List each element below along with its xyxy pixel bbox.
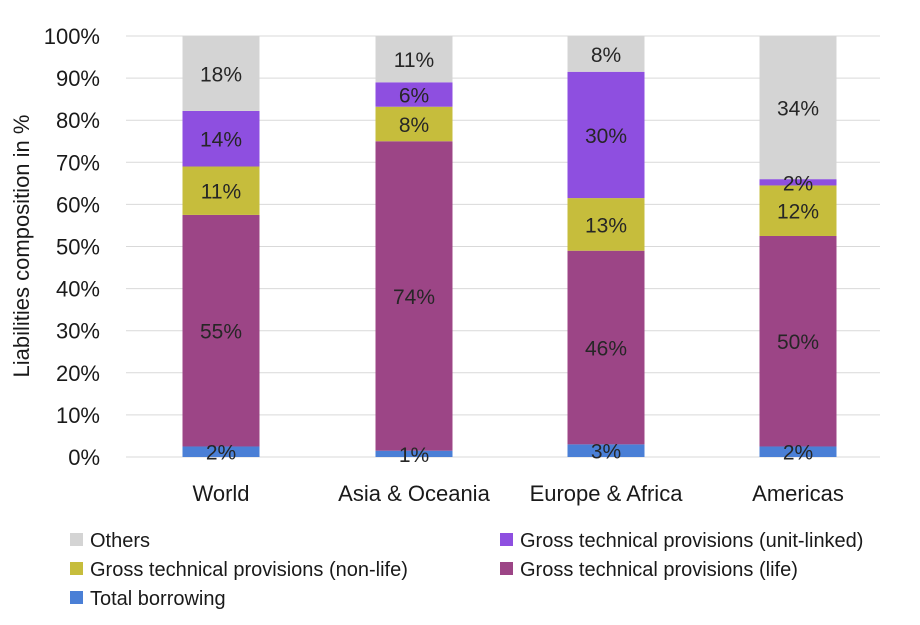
legend-swatch [500,562,513,575]
x-category-label: Americas [752,481,844,506]
legend-label: Gross technical provisions (unit-linked) [520,530,863,552]
y-axis-ticks: 0% 10% 20% 30% 40% 50% 60% 70% 80% 90% 100% [44,24,100,470]
data-label: 2% [783,442,813,465]
y-tick-label: 60% [56,192,100,217]
data-label: 46% [585,338,627,361]
segment-labels: 2% 55% 11% 14% 18% 1% 74% 8% 6% 11% 3% 46% 13% 30% 8% 2… [200,44,819,467]
y-tick-label: 70% [56,150,100,175]
bar-segment [375,106,453,142]
legend: Others Gross technical provisions (unit-l… [70,530,863,610]
y-tick-label: 10% [56,403,100,428]
data-label: 6% [399,85,429,108]
data-label: 8% [591,44,621,67]
data-label: 2% [206,442,236,465]
bar-segment [375,36,453,83]
data-label: 3% [591,441,621,464]
data-label: 11% [201,181,241,204]
bar-segment [759,446,837,457]
data-label: 8% [399,114,429,137]
data-label: 13% [585,214,627,237]
bar-segment [567,71,645,199]
bar-segment [759,185,837,236]
bar-segment [375,141,453,451]
y-axis-title: Liabilities composition in % [9,115,34,378]
data-label: 30% [585,125,627,148]
data-label: 2% [783,172,813,195]
legend-label: Gross technical provisions (life) [520,559,798,581]
data-label: 74% [393,286,435,309]
legend-swatch [70,591,83,604]
legend-label: Gross technical provisions (non-life) [90,559,408,581]
legend-label: Others [90,530,150,552]
data-label: 12% [777,201,819,224]
data-label: 14% [200,129,242,152]
data-label: 34% [777,98,819,121]
x-category-label: World [192,481,249,506]
bar-segment [759,179,837,186]
y-tick-label: 90% [56,66,100,91]
data-label: 55% [200,321,242,344]
y-tick-label: 80% [56,108,100,133]
bar-segment [182,214,260,447]
x-axis-ticks: World Asia & Oceania Europe & Africa Americ… [192,481,843,506]
data-label: 18% [200,63,242,86]
bar-segment [759,235,837,447]
legend-swatch [500,533,513,546]
legend-label: Total borrowing [90,588,226,610]
bar-segment [759,36,837,180]
legend-swatch [70,533,83,546]
y-tick-label: 20% [56,361,100,386]
bar-segment [375,450,453,457]
bar-segment [567,36,645,72]
bars [182,36,837,457]
data-label: 50% [777,331,819,354]
bar-segment [567,198,645,251]
x-category-label: Asia & Oceania [338,481,490,506]
data-label: 1% [399,444,429,467]
bar-segment [567,250,645,445]
bar-segment [182,36,260,111]
bar-segment [182,110,260,167]
legend-swatch [70,562,83,575]
y-tick-label: 0% [68,445,100,470]
y-tick-label: 50% [56,235,100,260]
bar-segment [567,444,645,457]
x-category-label: Europe & Africa [530,481,684,506]
bar-segment [182,446,260,457]
y-tick-label: 30% [56,319,100,344]
y-tick-label: 100% [44,24,100,49]
data-label: 11% [394,49,434,72]
y-tick-label: 40% [56,277,100,302]
bar-segment [375,82,453,107]
bar-segment [182,166,260,215]
